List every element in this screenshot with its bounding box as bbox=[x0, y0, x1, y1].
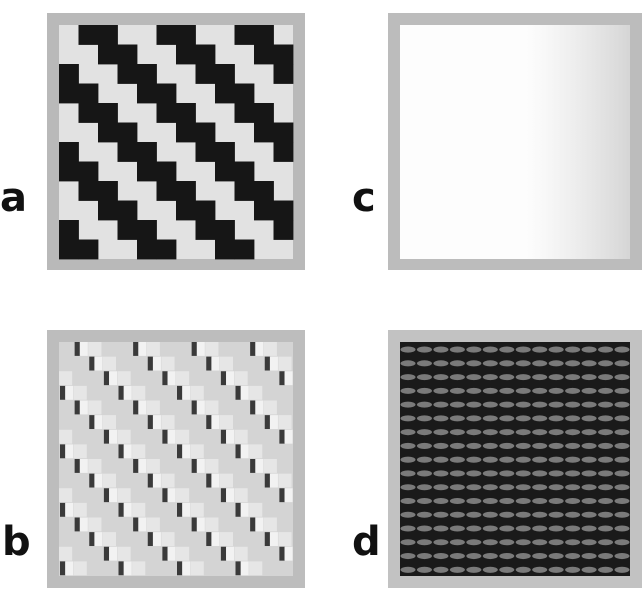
panel-c-image bbox=[388, 13, 642, 270]
panel-a-image bbox=[47, 13, 305, 270]
panel-c-label: c bbox=[352, 178, 376, 218]
panel-b-image bbox=[47, 330, 305, 588]
panel-a-label: a bbox=[0, 178, 27, 218]
panel-d-image bbox=[388, 330, 642, 588]
panel-d-label: d bbox=[352, 522, 381, 562]
panel-b-label: b bbox=[2, 522, 31, 562]
